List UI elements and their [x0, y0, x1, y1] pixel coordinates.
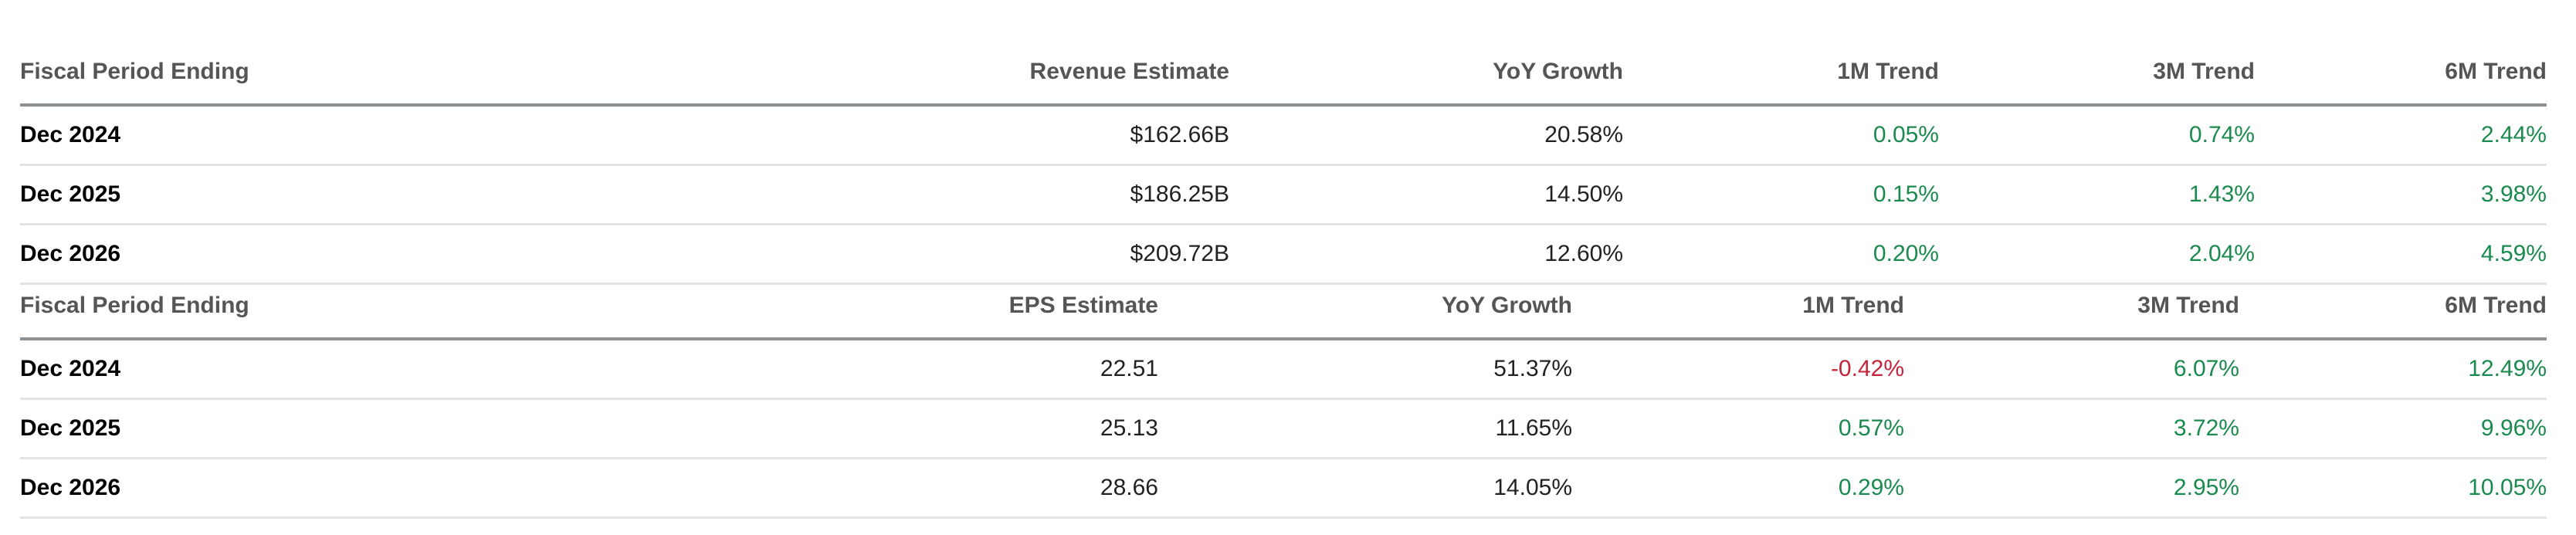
column-header-yoy-growth[interactable]: YoY Growth	[1158, 261, 1572, 340]
eps-estimates-table: Fiscal Period Ending EPS Estimate YoY Gr…	[20, 261, 2547, 519]
column-header-3m-trend[interactable]: 3M Trend	[1904, 261, 2239, 340]
yoy-cell: 14.50%	[1229, 164, 1623, 225]
trend-1m-cell: 0.15%	[1623, 164, 1939, 225]
column-header-period[interactable]: Fiscal Period Ending	[20, 261, 483, 340]
trend-6m-cell: 2.44%	[2255, 105, 2547, 166]
trend-3m-cell: 1.43%	[1939, 164, 2255, 225]
period-cell: Dec 2024	[20, 105, 483, 166]
trend-3m-cell: 6.07%	[1904, 339, 2239, 400]
column-header-1m-trend[interactable]: 1M Trend	[1623, 0, 1939, 107]
table-header-row: Fiscal Period Ending EPS Estimate YoY Gr…	[20, 261, 2547, 340]
column-header-6m-trend[interactable]: 6M Trend	[2239, 261, 2547, 340]
trend-1m-cell: 0.57%	[1572, 398, 1904, 459]
trend-3m-cell: 2.95%	[1904, 458, 2239, 519]
estimate-cell: 28.66	[483, 458, 1158, 519]
yoy-cell: 20.58%	[1229, 105, 1623, 166]
table-row: Dec 2025 $186.25B 14.50% 0.15% 1.43% 3.9…	[20, 164, 2547, 225]
table-header-row: Fiscal Period Ending Revenue Estimate Yo…	[20, 0, 2547, 107]
yoy-cell: 14.05%	[1158, 458, 1572, 519]
yoy-cell: 51.37%	[1158, 339, 1572, 400]
column-header-1m-trend[interactable]: 1M Trend	[1572, 261, 1904, 340]
trend-1m-cell: 0.29%	[1572, 458, 1904, 519]
column-header-eps-estimate[interactable]: EPS Estimate	[483, 261, 1158, 340]
estimate-cell: 22.51	[483, 339, 1158, 400]
column-header-period[interactable]: Fiscal Period Ending	[20, 0, 483, 107]
period-cell: Dec 2025	[20, 164, 483, 225]
trend-6m-cell: 9.96%	[2239, 398, 2547, 459]
estimate-cell: $186.25B	[483, 164, 1229, 225]
column-header-3m-trend[interactable]: 3M Trend	[1939, 0, 2255, 107]
trend-1m-cell: -0.42%	[1572, 339, 1904, 400]
column-header-revenue-estimate[interactable]: Revenue Estimate	[483, 0, 1229, 107]
table-row: Dec 2024 22.51 51.37% -0.42% 6.07% 12.49…	[20, 339, 2547, 400]
estimate-cell: 25.13	[483, 398, 1158, 459]
period-cell: Dec 2024	[20, 339, 483, 400]
trend-6m-cell: 10.05%	[2239, 458, 2547, 519]
column-header-yoy-growth[interactable]: YoY Growth	[1229, 0, 1623, 107]
period-cell: Dec 2025	[20, 398, 483, 459]
table-row: Dec 2024 $162.66B 20.58% 0.05% 0.74% 2.4…	[20, 105, 2547, 166]
trend-6m-cell: 3.98%	[2255, 164, 2547, 225]
period-cell: Dec 2026	[20, 458, 483, 519]
trend-1m-cell: 0.05%	[1623, 105, 1939, 166]
revenue-estimates-table: Fiscal Period Ending Revenue Estimate Yo…	[20, 0, 2547, 285]
table-row: Dec 2026 28.66 14.05% 0.29% 2.95% 10.05%	[20, 458, 2547, 519]
trend-3m-cell: 3.72%	[1904, 398, 2239, 459]
trend-3m-cell: 0.74%	[1939, 105, 2255, 166]
estimate-cell: $162.66B	[483, 105, 1229, 166]
trend-6m-cell: 12.49%	[2239, 339, 2547, 400]
yoy-cell: 11.65%	[1158, 398, 1572, 459]
column-header-6m-trend[interactable]: 6M Trend	[2255, 0, 2547, 107]
table-row: Dec 2025 25.13 11.65% 0.57% 3.72% 9.96%	[20, 398, 2547, 459]
